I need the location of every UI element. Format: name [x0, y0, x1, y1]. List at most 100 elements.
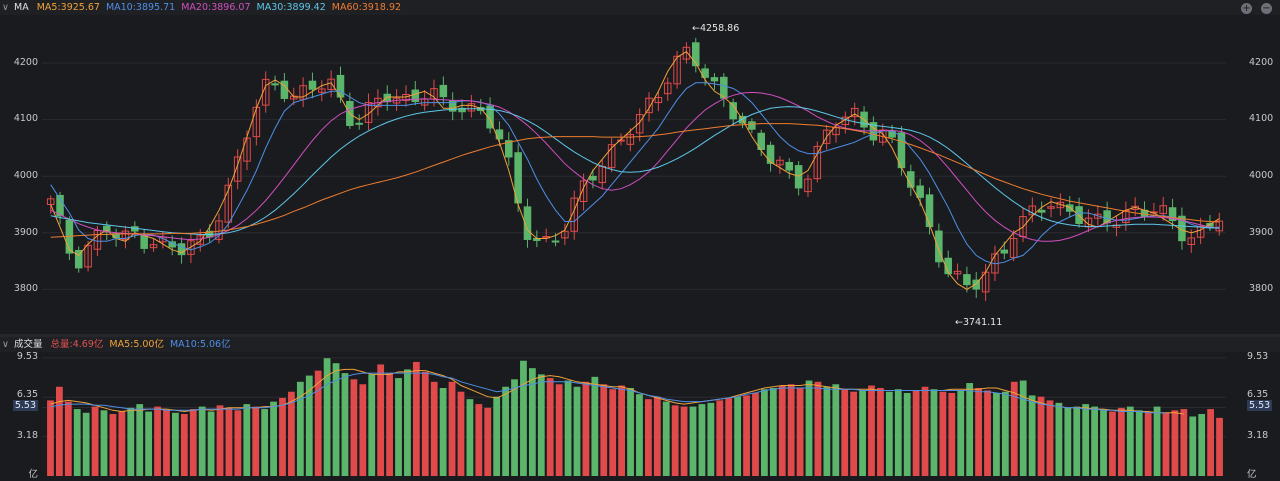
candle-body	[215, 220, 223, 240]
volume-bar	[805, 380, 813, 476]
price-axis-left-4100: 4100	[13, 113, 38, 124]
volume-bar	[752, 392, 759, 476]
candle-body	[1009, 238, 1018, 258]
volume-axis-left-mid: 6.35	[16, 389, 38, 400]
collapse-toggle-icon[interactable]: ∨	[2, 339, 9, 350]
volume-bar	[662, 401, 670, 476]
remove-indicator-icon[interactable]: −	[1261, 3, 1272, 14]
volume-bar	[778, 385, 786, 476]
volume-bar	[787, 384, 795, 476]
volume-bar	[261, 409, 269, 476]
candle-body	[1065, 204, 1074, 212]
volume-bar	[921, 386, 929, 476]
candle-body	[1159, 205, 1168, 215]
volume-bar	[537, 374, 545, 476]
volume-bar	[323, 358, 331, 476]
candle-body	[748, 121, 756, 130]
volume-bar	[377, 364, 385, 476]
volume-bar	[466, 399, 474, 476]
volume-bar	[573, 386, 581, 476]
volume-bar	[350, 379, 358, 476]
volume-bar	[55, 386, 63, 476]
candle-body	[551, 240, 560, 243]
volume-bar	[288, 391, 295, 476]
volume-bar	[1091, 406, 1098, 476]
volume-bar	[859, 390, 866, 476]
volume-bar	[850, 391, 858, 476]
candle-body	[355, 122, 363, 125]
volume-bar	[127, 407, 135, 476]
price-axis-left-3800: 3800	[13, 283, 38, 294]
volume-bar	[877, 387, 884, 476]
volume-bar	[225, 407, 233, 476]
indicator-name[interactable]: MA	[14, 2, 29, 13]
volume-bar	[1046, 400, 1054, 476]
volume-bar	[163, 410, 170, 476]
candle-body	[121, 230, 130, 241]
candle-body	[439, 84, 448, 98]
collapse-toggle-icon[interactable]: ∨	[2, 2, 9, 13]
volume-axis-right-mid: 6.35	[1247, 389, 1269, 400]
candle-body	[1187, 237, 1196, 245]
volume-bar	[1135, 410, 1143, 476]
volume-ma5-line	[50, 368, 1184, 415]
volume-bar	[546, 378, 554, 476]
volume-bar	[975, 387, 982, 476]
candle-body	[523, 206, 532, 240]
volume-bar	[1073, 406, 1081, 476]
volume-bar	[47, 400, 54, 476]
candle-body	[654, 97, 663, 104]
vol-ma10-legend: MA10:5.06亿	[169, 339, 231, 350]
price-axis-left-4200: 4200	[13, 57, 38, 68]
candle-body	[448, 100, 457, 112]
price-axis-right-4200: 4200	[1249, 57, 1274, 68]
volume-bar	[1126, 406, 1134, 476]
ma-line-ma30	[50, 106, 1220, 235]
volume-bar	[1064, 407, 1072, 476]
volume-bar	[698, 404, 706, 476]
volume-bar	[716, 400, 724, 476]
volume-bar	[653, 396, 661, 476]
volume-bar	[421, 371, 429, 476]
candle-body	[383, 93, 392, 103]
volume-bar	[582, 381, 590, 476]
volume-bar	[814, 381, 822, 476]
candle-body	[925, 194, 934, 228]
candle-body	[1075, 206, 1083, 224]
candle-body	[776, 159, 784, 166]
candle-body	[486, 105, 494, 129]
volume-bar	[725, 397, 733, 476]
candle-body	[1215, 220, 1224, 232]
add-indicator-icon[interactable]: +	[1241, 3, 1252, 14]
candle-body	[1037, 209, 1046, 213]
ma-line-ma20	[50, 91, 1220, 242]
volume-bar	[1117, 407, 1125, 476]
candle-body	[271, 83, 279, 86]
volume-bar	[618, 385, 626, 476]
volume-bar	[332, 363, 340, 476]
volume-bar	[1109, 411, 1116, 476]
volume-bar	[412, 361, 420, 476]
candle-body	[916, 185, 924, 198]
volume-bar	[457, 391, 465, 476]
volume-bar	[993, 392, 1000, 476]
candle-body	[888, 131, 896, 138]
candle-body	[757, 132, 765, 151]
volume-bar	[1100, 409, 1107, 476]
volume-bar	[939, 391, 947, 476]
volume-bar	[305, 375, 313, 476]
volume-header: ∨ 成交量 总量:4.69亿 MA5:5.00亿 MA10:5.06亿	[0, 337, 1280, 352]
volume-bar	[868, 385, 875, 476]
volume-indicator-name[interactable]: 成交量	[14, 339, 43, 350]
price-axis-left-3900: 3900	[13, 227, 38, 238]
volume-bar	[948, 392, 956, 476]
candle-body	[84, 244, 92, 268]
price-axis-left-4000: 4000	[13, 170, 38, 181]
volume-bar	[404, 369, 411, 476]
ma60-legend: MA60:3918.92	[331, 2, 402, 13]
volume-bar	[198, 406, 206, 476]
volume-axis-left-max: 9.53	[16, 351, 38, 362]
volume-bar	[118, 411, 126, 476]
candle-body	[822, 129, 831, 144]
